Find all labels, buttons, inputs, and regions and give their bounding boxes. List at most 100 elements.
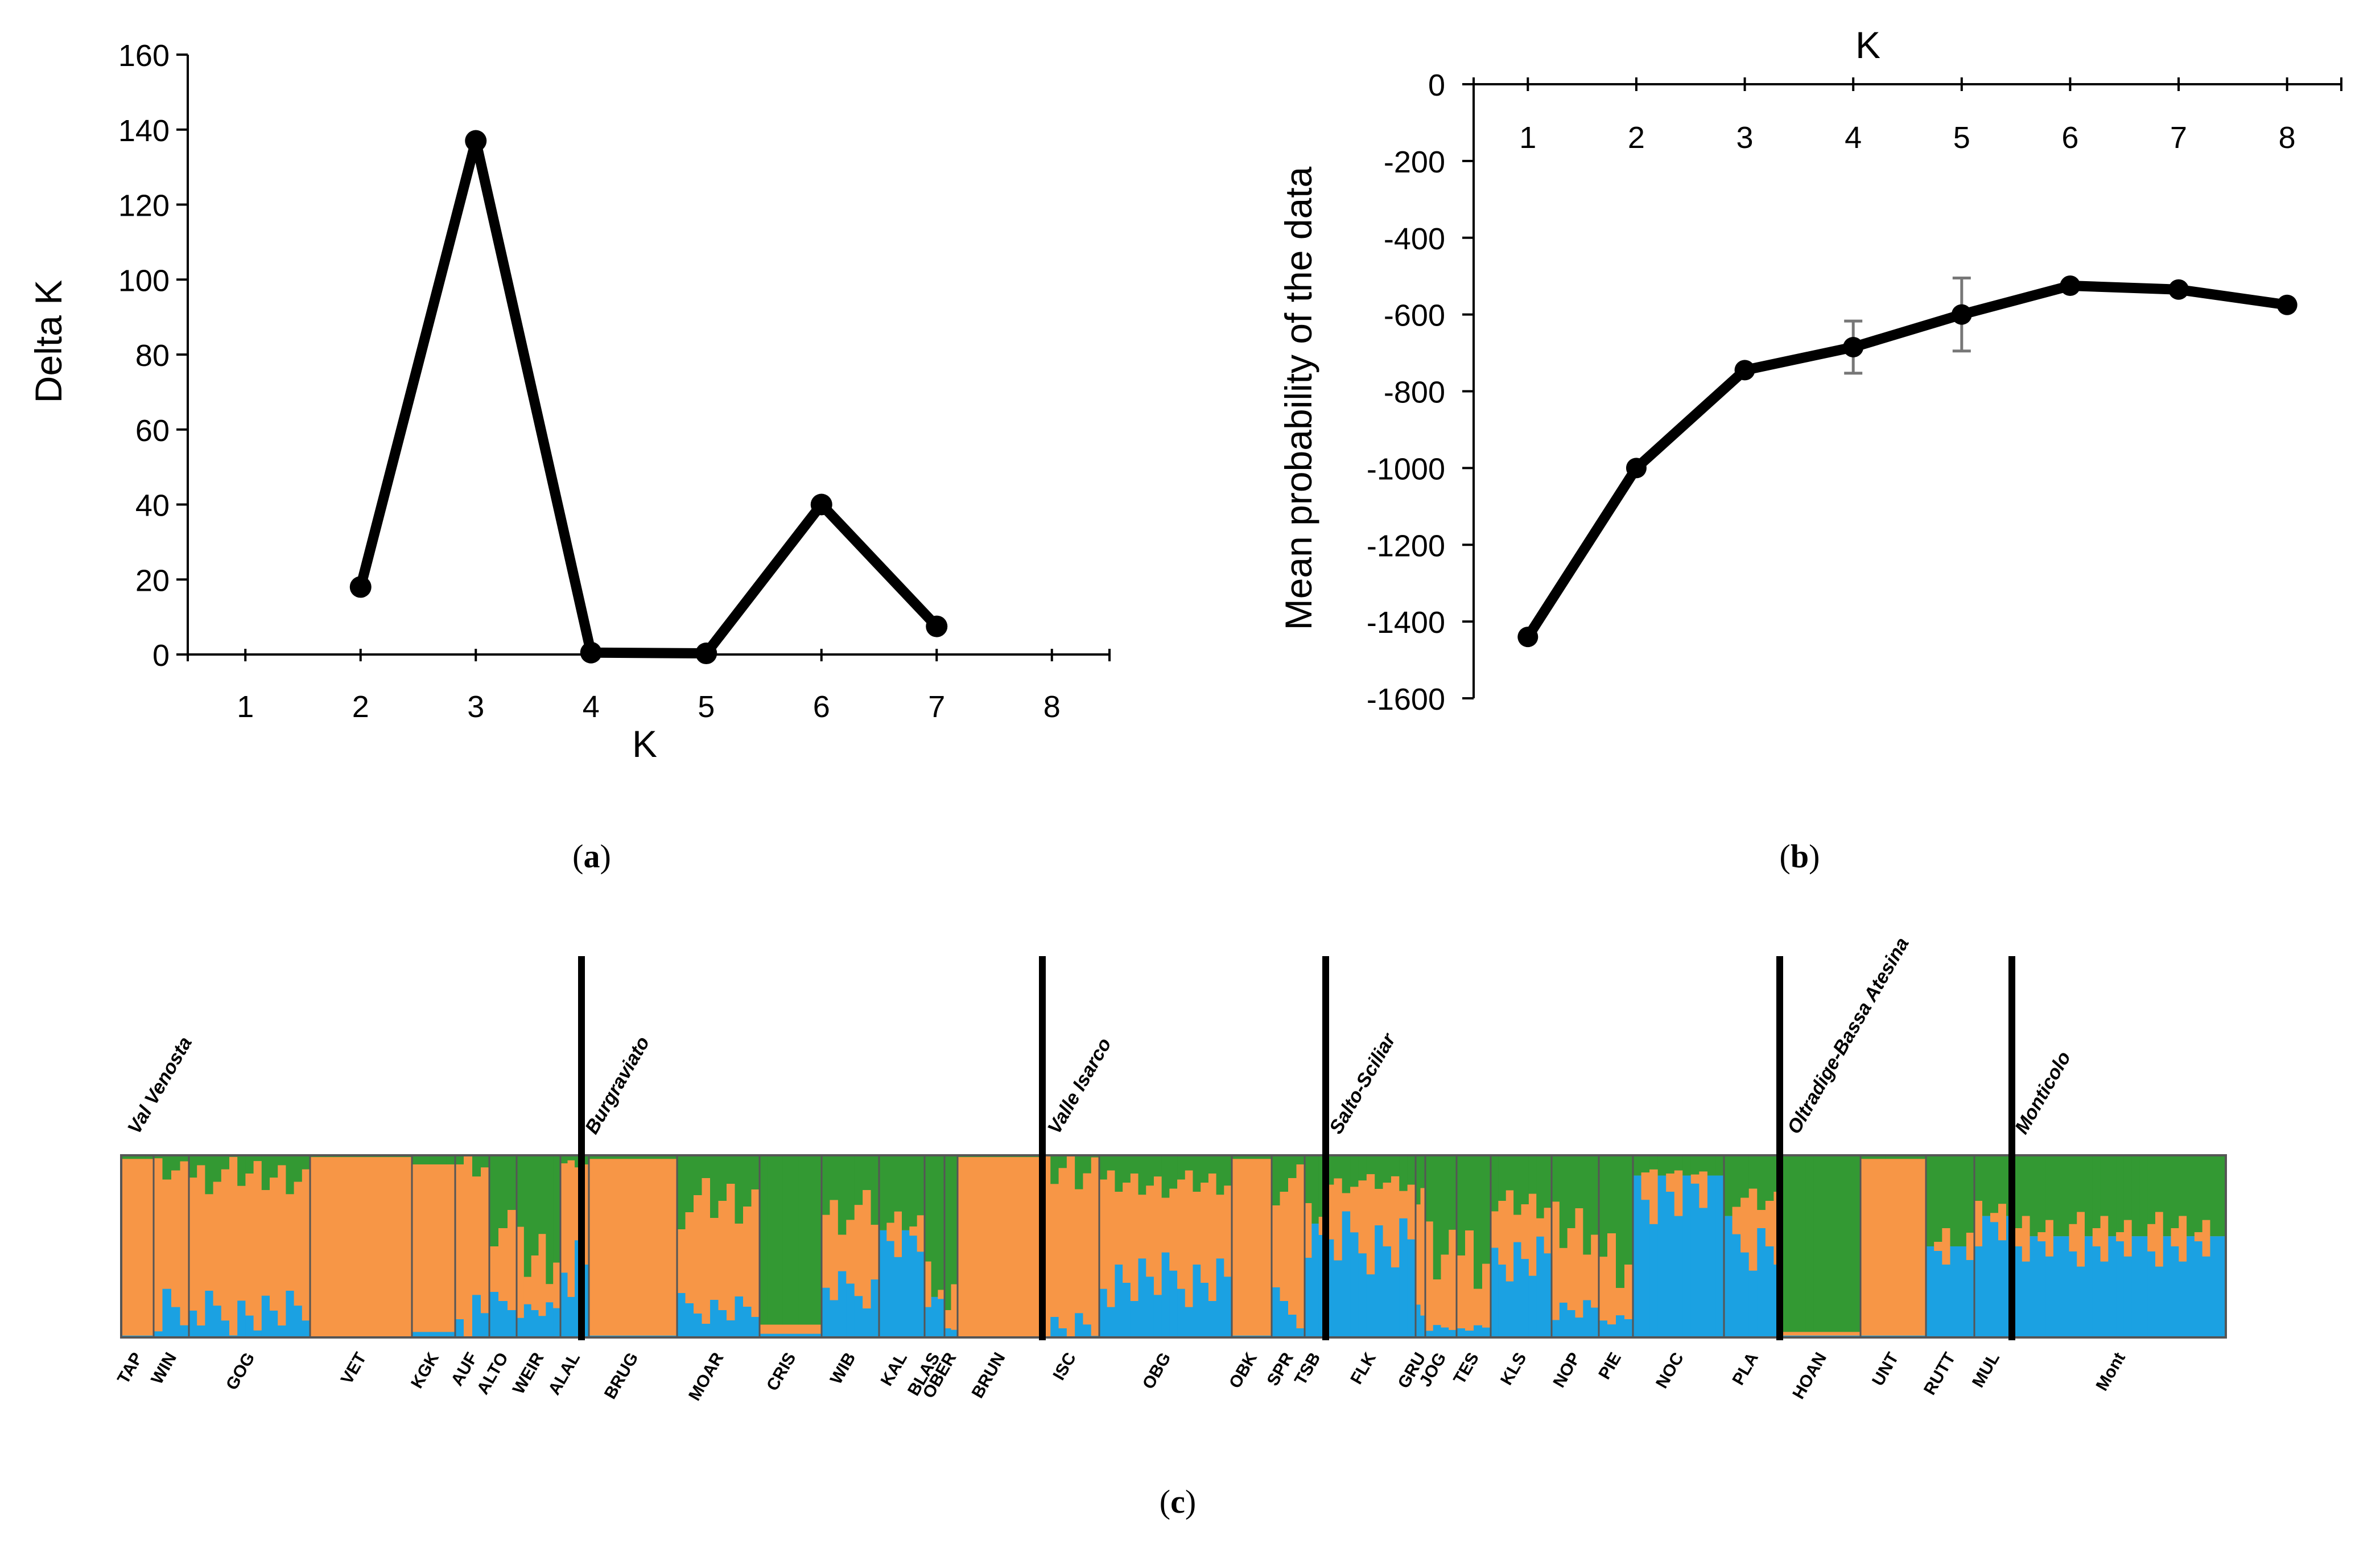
admixture-bar-orange	[743, 1207, 752, 1307]
admixture-bar-orange	[1666, 1174, 1675, 1192]
population-label: VET	[337, 1349, 370, 1388]
population-label: BRUN	[968, 1349, 1009, 1402]
data-point	[349, 576, 372, 598]
admixture-bar-green	[261, 1155, 270, 1191]
admixture-bar-blue	[1375, 1225, 1384, 1337]
admixture-bar-orange	[1474, 1288, 1483, 1325]
admixture-bar-blue	[1966, 1260, 1975, 1337]
population-label: SPR	[1264, 1349, 1298, 1389]
admixture-bar-green	[531, 1155, 539, 1255]
admixture-bar-blue	[1491, 1248, 1499, 1337]
admixture-bar-orange	[2202, 1220, 2211, 1257]
admixture-bar-blue	[1296, 1328, 1305, 1337]
admixture-bar-green	[2194, 1155, 2203, 1233]
admixture-bar-green	[1391, 1155, 1400, 1176]
admixture-bar-green	[775, 1155, 783, 1325]
admixture-bar-blue	[909, 1236, 918, 1337]
admixture-bar-green	[2061, 1155, 2070, 1237]
admixture-bar-orange	[846, 1220, 855, 1284]
admixture-bar-green	[197, 1155, 205, 1166]
admixture-bar-green	[1449, 1155, 1457, 1230]
x-tick-label: 3	[467, 690, 484, 724]
admixture-bar-green	[830, 1155, 839, 1200]
admixture-bar-green	[1138, 1155, 1146, 1195]
data-point	[2060, 275, 2081, 297]
admixture-bar-orange	[1407, 1184, 1416, 1240]
population-label: KLS	[1497, 1349, 1531, 1388]
admixture-bar-green	[2139, 1155, 2148, 1237]
admixture-bar-blue	[1599, 1320, 1608, 1337]
admixture-bar-blue	[1575, 1318, 1583, 1337]
admixture-bar-blue	[286, 1290, 295, 1337]
admixture-bar-orange	[1350, 1187, 1359, 1233]
admixture-bar-blue	[1633, 1175, 1642, 1337]
population-label: ALAL	[545, 1349, 584, 1398]
admixture-bar-orange	[1305, 1203, 1312, 1258]
x-tick-label: 8	[1043, 690, 1061, 724]
admixture-bar-blue	[205, 1290, 214, 1337]
admixture-bar-green	[751, 1155, 760, 1189]
admixture-bar-blue	[2194, 1241, 2203, 1337]
admixture-bar-green	[2147, 1155, 2156, 1224]
admixture-bar-orange	[221, 1169, 230, 1321]
admixture-bar-orange	[1011, 1157, 1020, 1337]
admixture-bar-orange	[2069, 1224, 2077, 1251]
admixture-bar-blue	[1208, 1301, 1217, 1337]
x-tick-label: 2	[1628, 121, 1645, 155]
admixture-bar-green	[1748, 1155, 1758, 1189]
admixture-bar-orange	[613, 1159, 621, 1336]
admixture-bar-orange	[245, 1174, 254, 1316]
admixture-bar-green	[938, 1155, 945, 1290]
admixture-bar-green	[2030, 1155, 2038, 1237]
admixture-bar-orange	[973, 1157, 981, 1337]
admixture-bar-blue	[863, 1308, 872, 1337]
admixture-bar-green	[1782, 1155, 1791, 1332]
y-tick-label: -1000	[1367, 452, 1445, 486]
admixture-bar-orange	[1505, 1190, 1514, 1282]
admixture-bar-blue	[1974, 1246, 1983, 1337]
admixture-bar-blue	[1498, 1265, 1507, 1337]
admixture-bar-orange	[1026, 1157, 1036, 1337]
admixture-bar-green	[1153, 1155, 1162, 1177]
structure-plot-frame	[120, 1154, 2227, 1339]
admixture-bar-orange	[1216, 1195, 1224, 1259]
admixture-bar-blue	[1358, 1253, 1367, 1337]
admixture-bar-orange	[925, 1261, 932, 1307]
admixture-bar-green	[1521, 1155, 1529, 1205]
admixture-bar-green	[790, 1155, 799, 1325]
admixture-bar-orange	[121, 1159, 130, 1336]
admixture-bar-green	[1350, 1155, 1359, 1187]
admixture-bar-green	[854, 1155, 863, 1205]
admixture-bar-green	[2202, 1155, 2211, 1220]
admixture-bar-green	[1974, 1155, 1983, 1201]
admixture-bar-orange	[538, 1234, 546, 1316]
admixture-bar-blue	[1449, 1329, 1457, 1337]
admixture-bar-blue	[1482, 1327, 1491, 1337]
admixture-bar-blue	[2045, 1256, 2054, 1337]
admixture-bar-orange	[481, 1167, 490, 1314]
admixture-bar-orange	[1990, 1213, 1999, 1222]
admixture-bar-blue	[743, 1307, 752, 1337]
admixture-bar-green	[455, 1155, 464, 1164]
admixture-bar-orange	[2014, 1228, 2023, 1246]
x-tick-label: 5	[698, 690, 715, 724]
admixture-bar-orange	[2077, 1212, 2085, 1267]
admixture-bar-green	[944, 1155, 952, 1310]
admixture-bar-green	[1498, 1155, 1507, 1201]
admixture-bar-green	[1305, 1155, 1312, 1203]
admixture-bar-orange	[373, 1157, 381, 1337]
admixture-bar-blue	[951, 1329, 958, 1337]
admixture-bar-green	[1715, 1155, 1725, 1176]
admixture-bar-green	[1624, 1155, 1634, 1265]
region-label: Monticolo	[2011, 1048, 2075, 1138]
admixture-bar-green	[1861, 1155, 1869, 1159]
admixture-bar-orange	[661, 1159, 670, 1336]
admixture-bar-orange	[621, 1159, 630, 1336]
admixture-bar-green	[1216, 1155, 1224, 1195]
admixture-bar-green	[446, 1155, 456, 1164]
admixture-bar-orange	[1280, 1192, 1289, 1301]
admixture-bar-orange	[137, 1159, 146, 1336]
admixture-bar-green	[621, 1155, 630, 1159]
admixture-bar-green	[925, 1155, 932, 1262]
admixture-bar-green	[838, 1155, 847, 1235]
